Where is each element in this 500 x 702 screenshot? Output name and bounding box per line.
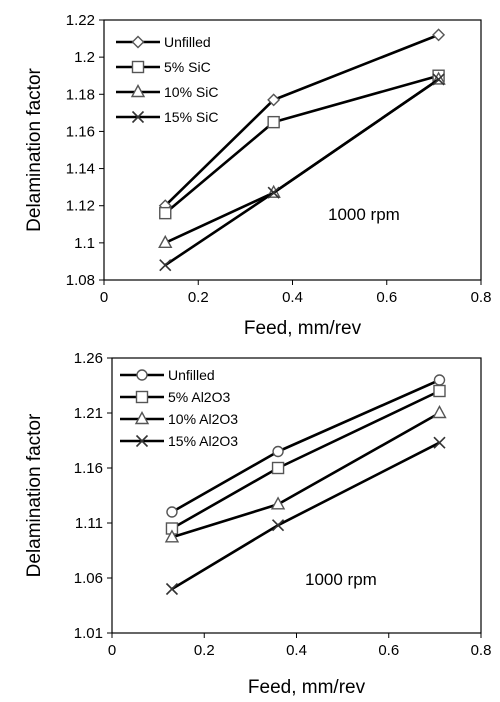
data-point <box>434 386 445 397</box>
data-point <box>167 507 177 517</box>
x-tick-label: 0.8 <box>471 642 492 659</box>
x-tick-label: 0.2 <box>194 642 215 659</box>
legend-marker <box>137 370 147 380</box>
legend-marker <box>137 392 148 403</box>
y-tick-label: 1.01 <box>74 625 103 642</box>
data-point <box>166 584 177 595</box>
x-tick-label: 0.6 <box>378 642 399 659</box>
data-point <box>433 29 444 40</box>
rpm-annotation: 1000 rpm <box>328 205 400 224</box>
data-point <box>160 208 171 219</box>
y-tick-label: 1.22 <box>66 12 95 29</box>
x-tick-label: 0.2 <box>188 289 209 306</box>
series-line <box>172 413 440 537</box>
y-tick-label: 1.18 <box>66 86 95 103</box>
y-tick-label: 1.08 <box>66 272 95 289</box>
legend-marker <box>133 37 144 48</box>
y-tick-label: 1.21 <box>74 405 103 422</box>
x-tick-label: 0.4 <box>282 289 303 306</box>
x-tick-label: 0.6 <box>376 289 397 306</box>
data-point <box>273 463 284 474</box>
legend-item: Unfilled <box>116 34 211 50</box>
y-tick-label: 1.06 <box>74 570 103 587</box>
series-line <box>172 443 440 589</box>
data-point <box>273 447 283 457</box>
legend-item: Unfilled <box>120 367 215 383</box>
legend-item: 10% Al2O3 <box>120 411 238 427</box>
legend-label: 15% SiC <box>164 109 218 125</box>
legend-item: 5% SiC <box>116 59 211 75</box>
legend-marker <box>133 62 144 73</box>
legend-label: 5% SiC <box>164 59 211 75</box>
legend-label: 10% Al2O3 <box>168 411 238 427</box>
legend: Unfilled 5% SiC 10% SiC 15% SiC <box>116 34 218 125</box>
y-tick-label: 1.14 <box>66 161 95 178</box>
y-tick-label: 1.16 <box>74 460 103 477</box>
rpm-annotation: 1000 rpm <box>305 570 377 589</box>
legend-item: 15% SiC <box>116 109 218 125</box>
chart-panel-1: 0 0.2 0.4 0.6 0.8 1.08 1.1 1.12 1.14 1.16 1.18 1.2 1… <box>24 12 491 339</box>
y-axis-title: Delamination factor <box>24 413 45 577</box>
legend-label: 5% Al2O3 <box>168 389 230 405</box>
plot-frame <box>104 20 481 280</box>
legend-label: Unfilled <box>168 367 215 383</box>
y-tick-label: 1.12 <box>66 198 95 215</box>
y-tick-label: 1.1 <box>74 235 95 252</box>
y-tick-label: 1.26 <box>74 350 103 367</box>
x-tick-label: 0.4 <box>286 642 307 659</box>
legend-item: 5% Al2O3 <box>120 389 230 405</box>
x-tick-label: 0 <box>108 642 116 659</box>
x-axis-title: Feed, mm/rev <box>244 318 362 339</box>
y-tick-label: 1.2 <box>74 49 95 66</box>
data-point <box>434 437 445 448</box>
data-point <box>273 520 284 531</box>
data-point <box>433 407 445 418</box>
legend-label: Unfilled <box>164 34 211 50</box>
series-line <box>165 79 438 265</box>
data-point <box>160 260 171 271</box>
chart-panel-2: 0 0.2 0.4 0.6 0.8 1.01 1.06 1.11 1.16 1.21 1.26 Fee… <box>24 350 491 698</box>
x-axis-title: Feed, mm/rev <box>248 677 366 698</box>
y-axis-title: Delamination factor <box>24 67 45 231</box>
legend-item: 15% Al2O3 <box>120 433 238 449</box>
legend: Unfilled 5% Al2O3 10% Al2O3 15% Al2O3 <box>120 367 238 449</box>
y-tick-label: 1.11 <box>75 515 103 532</box>
y-tick-label: 1.16 <box>66 123 95 140</box>
series-15-sic <box>160 74 444 271</box>
x-tick-label: 0.8 <box>471 289 492 306</box>
legend-item: 10% SiC <box>116 84 218 100</box>
legend-label: 10% SiC <box>164 84 218 100</box>
legend-label: 15% Al2O3 <box>168 433 238 449</box>
data-point <box>268 117 279 128</box>
data-point <box>434 375 444 385</box>
x-tick-label: 0 <box>100 289 108 306</box>
